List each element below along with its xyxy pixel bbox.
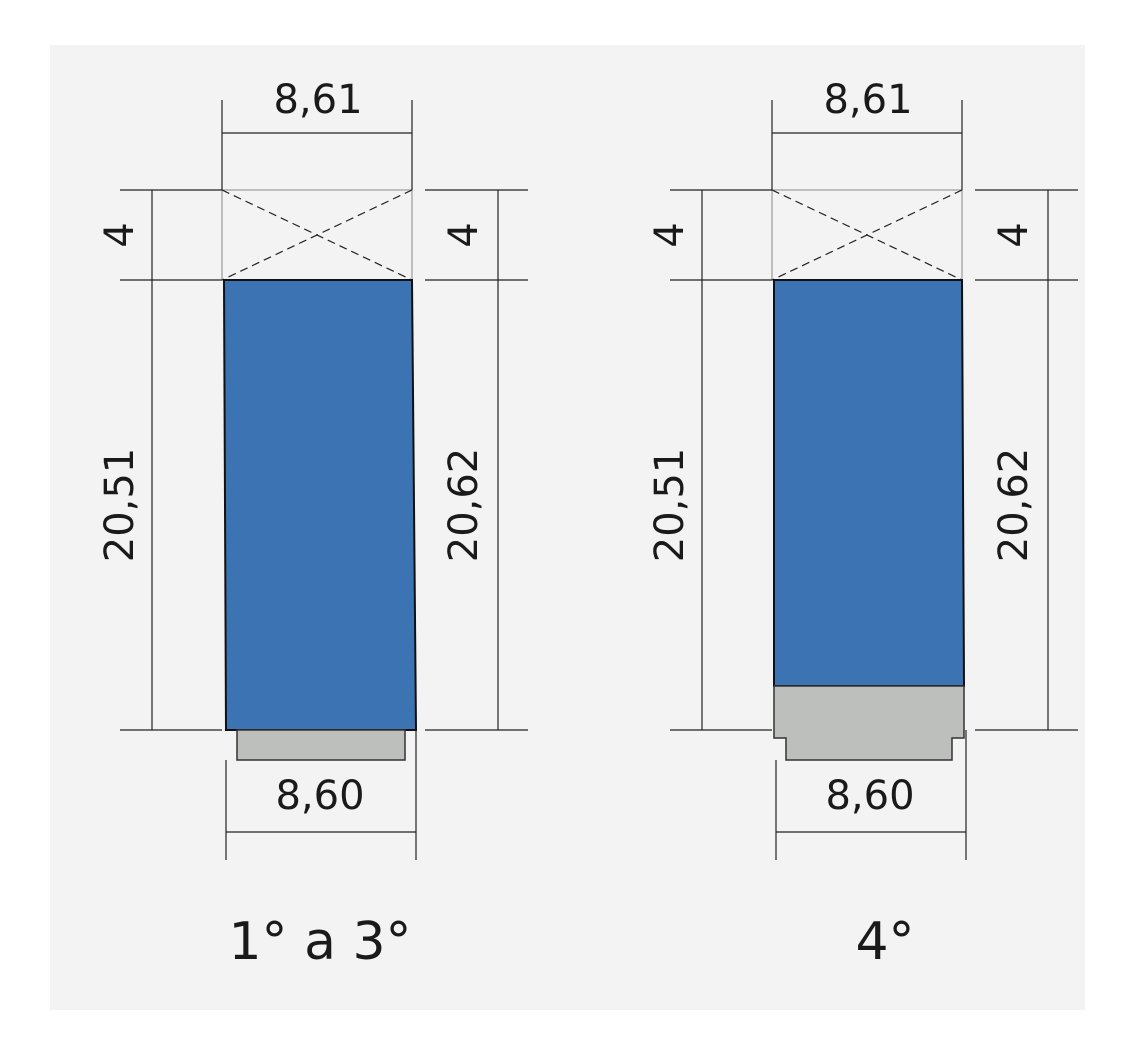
- dimension-label: 20,51: [647, 448, 693, 563]
- dimension-line: [221, 189, 413, 281]
- blue-body: [222, 279, 418, 731]
- dimension-label: 20,62: [441, 448, 487, 563]
- dimension-label: 4: [991, 222, 1037, 247]
- dimension-label: 8,60: [275, 773, 364, 819]
- dimension-line: [771, 189, 963, 281]
- dimension-label: 20,62: [991, 448, 1037, 563]
- blue-body: [773, 279, 966, 687]
- dimension-label: 4: [441, 222, 487, 247]
- dimension-label: 4: [97, 222, 143, 247]
- dimension-label: 8,60: [825, 773, 914, 819]
- dimension-label: 8,61: [823, 77, 912, 123]
- drawings: 8,61 4 20,51 4 20,62 8,60 1° a 3° 8,61 4 20,51 4 20…: [97, 77, 1078, 972]
- caption: 1° a 3°: [228, 912, 411, 972]
- dimension-label: 4: [647, 222, 693, 247]
- caption: 4°: [855, 912, 914, 972]
- gray-base: [236, 729, 406, 761]
- dimension-label: 20,51: [97, 448, 143, 563]
- gray-base: [773, 685, 965, 761]
- dimension-label: 8,61: [273, 77, 362, 123]
